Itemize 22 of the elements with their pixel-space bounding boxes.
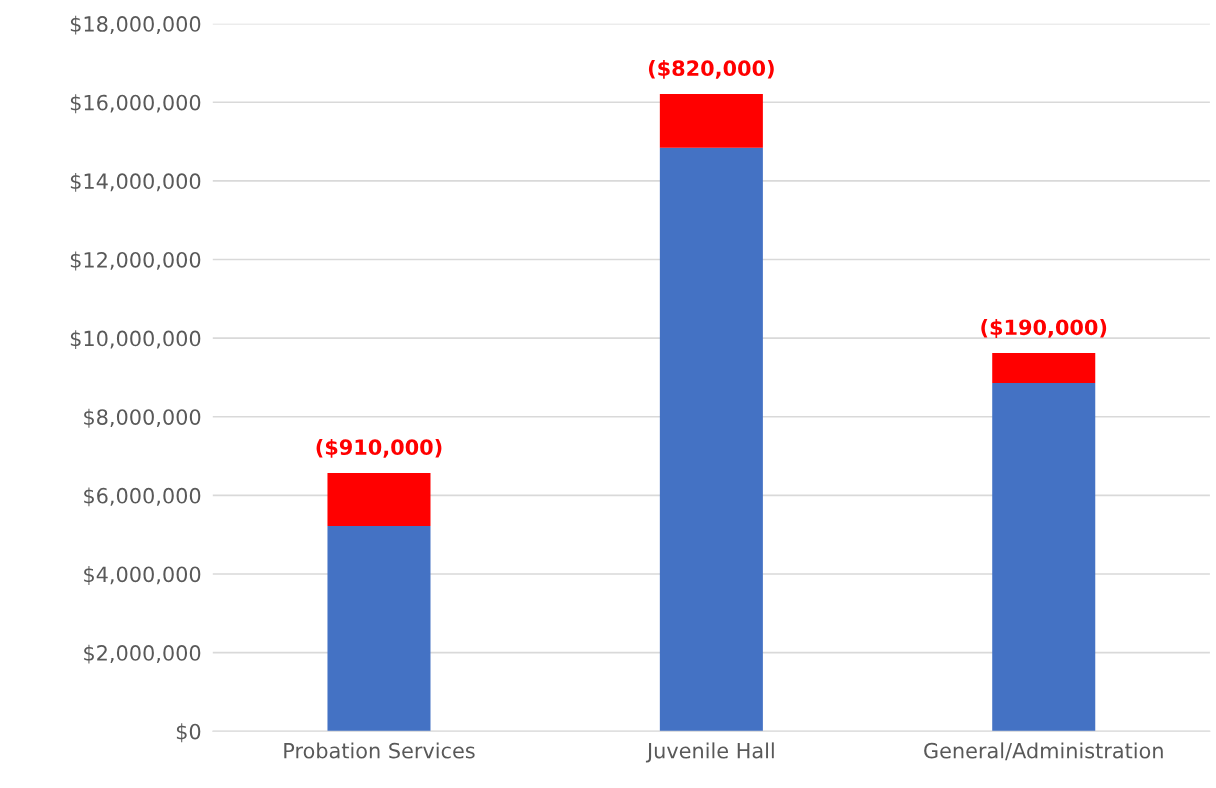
y-tick-label: $14,000,000 [70,172,201,192]
bar [659,94,763,148]
y-tick-label: $8,000,000 [84,408,201,428]
annotation: ($910,000) [316,438,442,458]
annotation: ($820,000) [648,59,774,79]
y-tick-label: $6,000,000 [84,487,201,507]
bar [992,382,1096,732]
bar [327,526,431,732]
annotation: ($190,000) [981,319,1107,338]
x-tick-label: Probation Services [284,742,475,759]
y-tick-label: $0 [176,723,201,743]
x-tick-label: Juvenile Hall [645,742,774,763]
y-tick-label: $4,000,000 [84,566,201,585]
y-tick-label: $12,000,000 [70,251,201,271]
x-tick-label: General/Administration [924,742,1163,761]
y-tick-label: $2,000,000 [84,644,201,664]
y-tick-label: $16,000,000 [70,94,201,114]
y-tick-label: $10,000,000 [70,330,201,350]
bar [327,472,431,527]
bar [992,353,1096,383]
bar [659,147,763,732]
y-tick-label: $18,000,000 [70,15,201,35]
